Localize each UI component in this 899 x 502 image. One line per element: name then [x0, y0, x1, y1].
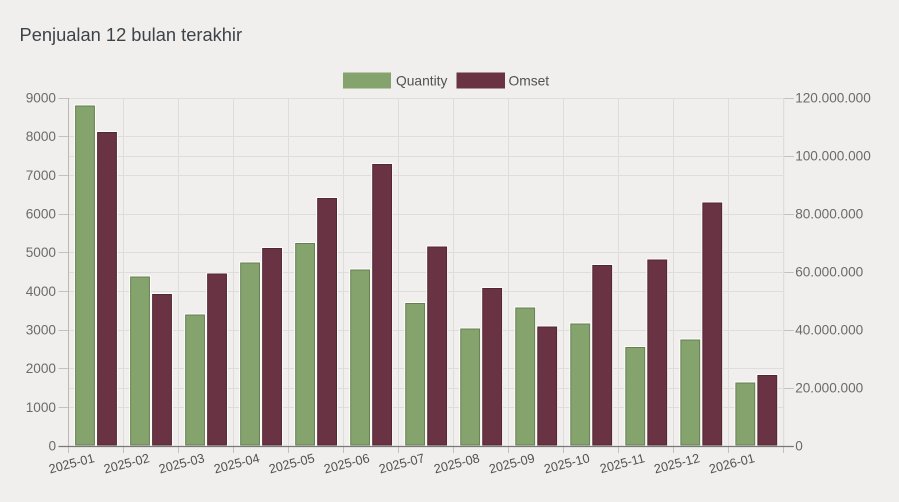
- svg-text:60.000.000: 60.000.000: [795, 265, 863, 280]
- svg-text:4000: 4000: [26, 284, 57, 299]
- svg-text:40.000.000: 40.000.000: [795, 323, 863, 338]
- svg-text:Quantity: Quantity: [396, 74, 447, 89]
- svg-text:Omset: Omset: [509, 74, 550, 89]
- svg-text:3000: 3000: [26, 323, 57, 338]
- svg-text:5000: 5000: [26, 245, 57, 260]
- svg-text:80.000.000: 80.000.000: [795, 207, 863, 222]
- svg-text:120.000.000: 120.000.000: [795, 91, 871, 106]
- svg-text:9000: 9000: [26, 91, 57, 106]
- svg-text:20.000.000: 20.000.000: [795, 381, 863, 396]
- svg-text:100.000.000: 100.000.000: [795, 149, 871, 164]
- svg-text:8000: 8000: [26, 129, 57, 144]
- svg-text:0: 0: [795, 439, 803, 454]
- svg-text:0: 0: [48, 439, 56, 454]
- svg-text:1000: 1000: [26, 400, 57, 415]
- svg-text:7000: 7000: [26, 168, 57, 183]
- svg-text:2000: 2000: [26, 361, 57, 376]
- svg-text:Penjualan 12 bulan terakhir: Penjualan 12 bulan terakhir: [20, 24, 243, 45]
- svg-text:6000: 6000: [26, 207, 57, 222]
